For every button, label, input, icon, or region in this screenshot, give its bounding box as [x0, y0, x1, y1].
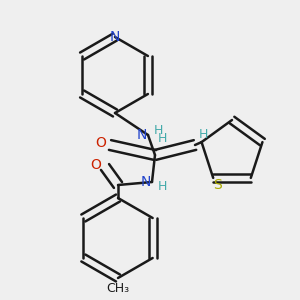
Text: H: H	[157, 181, 167, 194]
Text: CH₃: CH₃	[106, 281, 130, 295]
Text: N: N	[110, 30, 120, 44]
Text: N: N	[137, 128, 147, 142]
Text: H: H	[198, 128, 208, 142]
Text: H: H	[153, 124, 163, 136]
Text: O: O	[96, 136, 106, 150]
Text: N: N	[141, 175, 151, 189]
Text: H: H	[157, 131, 167, 145]
Text: O: O	[91, 158, 101, 172]
Text: S: S	[213, 178, 222, 192]
